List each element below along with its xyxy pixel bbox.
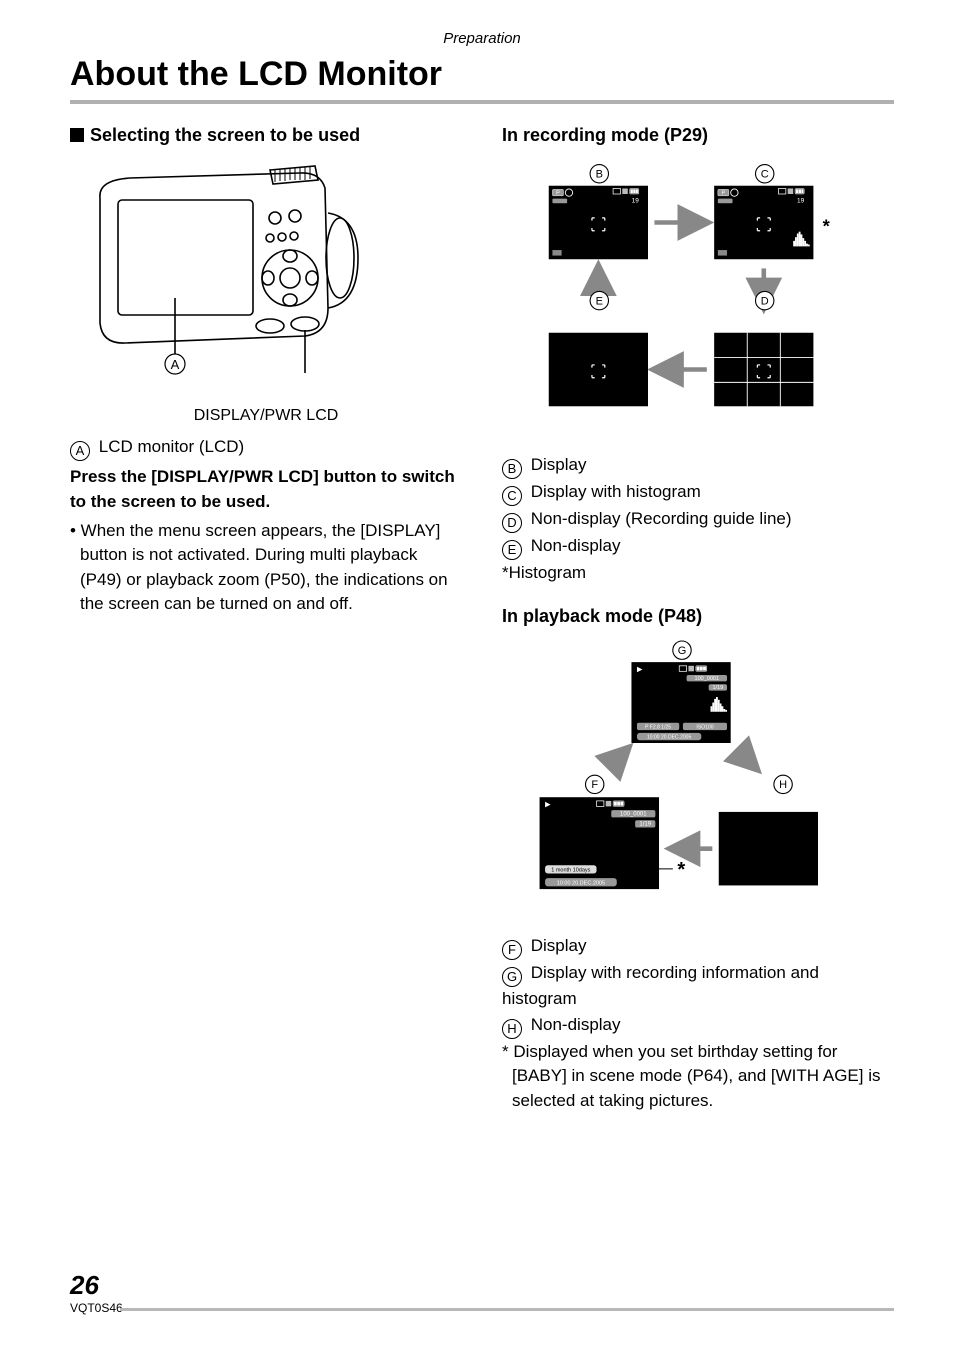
camera-illustration: A <box>70 158 400 398</box>
playback-heading: In playback mode (P48) <box>502 603 894 629</box>
page-footer: 26 VQT0S46 <box>70 1270 123 1315</box>
doc-code: VQT0S46 <box>70 1301 123 1315</box>
ring-f-icon: F <box>502 940 522 960</box>
play-h-text: Non-display <box>531 1015 621 1034</box>
play-g-line: G Display with recording information and… <box>502 961 894 1012</box>
svg-text:*: * <box>823 216 831 237</box>
ring-b-icon: B <box>502 459 522 479</box>
svg-text:G: G <box>678 645 687 657</box>
svg-text:A: A <box>171 357 180 372</box>
label-a-text: LCD monitor (LCD) <box>99 437 244 456</box>
left-subheading-text: Selecting the screen to be used <box>90 125 360 145</box>
svg-text:10:00 20.DEC.2005: 10:00 20.DEC.2005 <box>557 881 605 887</box>
page-number: 26 <box>70 1270 123 1301</box>
ring-a-icon: A <box>70 441 90 461</box>
play-f-line: F Display <box>502 934 894 960</box>
recording-diagram: P 19 <box>512 156 852 436</box>
ring-d-icon: D <box>502 513 522 533</box>
svg-text:100_0001: 100_0001 <box>695 677 719 683</box>
ring-g-icon: G <box>502 967 522 987</box>
svg-text:D: D <box>761 295 769 307</box>
play-g-text: Display with recording information and h… <box>502 963 819 1008</box>
label-a-line: A LCD monitor (LCD) <box>70 435 462 461</box>
title-rule <box>70 100 894 104</box>
svg-text:E: E <box>596 295 603 307</box>
svg-text:1/19: 1/19 <box>639 822 651 828</box>
rec-b-line: B Display <box>502 453 894 479</box>
playback-diagram: G 100_0001 1/19 <box>512 637 852 917</box>
page-title: About the LCD Monitor <box>70 55 894 94</box>
camera-caption: DISPLAY/PWR LCD <box>70 404 462 427</box>
play-star-line: * Displayed when you set birthday settin… <box>502 1040 894 1114</box>
svg-text:ISO100: ISO100 <box>696 725 713 731</box>
rec-b-text: Display <box>531 455 587 474</box>
play-h-line: H Non-display <box>502 1013 894 1039</box>
rec-c-text: Display with histogram <box>531 482 701 501</box>
svg-text:C: C <box>761 169 769 181</box>
rec-d-text: Non-display (Recording guide line) <box>531 509 792 528</box>
footer-rule <box>120 1308 894 1311</box>
svg-text:*: * <box>677 860 685 882</box>
rec-e-line: E Non-display <box>502 534 894 560</box>
svg-text:P F2.8 1/25: P F2.8 1/25 <box>645 725 671 731</box>
ring-h-icon: H <box>502 1019 522 1039</box>
two-col-layout: Selecting the screen to be used <box>70 122 894 1115</box>
instruction: Press the [DISPLAY/PWR LCD] button to sw… <box>70 465 462 514</box>
svg-text:B: B <box>596 169 603 181</box>
rec-star-line: *Histogram <box>502 561 894 586</box>
recording-heading: In recording mode (P29) <box>502 122 894 148</box>
svg-text:H: H <box>779 779 787 791</box>
ring-e-icon: E <box>502 540 522 560</box>
bullet-square-icon <box>70 128 84 142</box>
svg-text:1/19: 1/19 <box>712 686 723 692</box>
right-column: In recording mode (P29) P 19 <box>502 122 894 1115</box>
svg-text:F: F <box>591 779 598 791</box>
svg-text:10:00 20.DEC.2005: 10:00 20.DEC.2005 <box>647 735 692 741</box>
ring-c-icon: C <box>502 486 522 506</box>
svg-text:1 month 10days: 1 month 10days <box>551 868 590 874</box>
svg-text:100_0001: 100_0001 <box>620 812 647 818</box>
play-f-text: Display <box>531 936 587 955</box>
rec-d-line: D Non-display (Recording guide line) <box>502 507 894 533</box>
note-paragraph: • When the menu screen appears, the [DIS… <box>70 519 462 618</box>
left-column: Selecting the screen to be used <box>70 122 462 1115</box>
rec-c-line: C Display with histogram <box>502 480 894 506</box>
rec-e-text: Non-display <box>531 536 621 555</box>
left-subheading: Selecting the screen to be used <box>70 122 462 148</box>
section-header: Preparation <box>70 30 894 47</box>
